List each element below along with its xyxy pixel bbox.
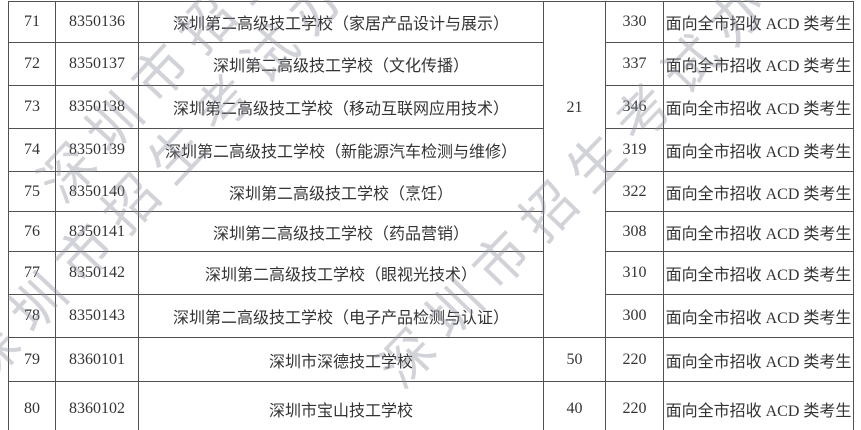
school-name-cell: 深圳市深德技工学校 [138,337,544,382]
school-name-cell: 深圳第二高级技工学校（移动互联网应用技术） [138,85,544,129]
row-number-cell: 73 [8,85,56,129]
row-number-cell: 75 [8,171,56,212]
score-cell: 337 [605,42,664,86]
row-number-cell: 78 [8,294,56,338]
score-cell: 330 [605,1,664,43]
score-cell: 346 [605,85,664,129]
remark-cell: 面向全市招收 ACD 类考生 [663,42,854,86]
score-cell: 322 [605,171,664,212]
admission-scores-table: 71 8350136 深圳第二高级技工学校（家居产品设计与展示） 21 330 … [8,1,854,430]
row-number-cell: 80 [8,381,56,430]
remark-cell: 面向全市招收 ACD 类考生 [663,337,854,382]
table-row: 80 8360102 深圳市宝山技工学校 40 220 面向全市招收 ACD 类… [8,381,854,430]
remark-cell: 面向全市招收 ACD 类考生 [663,1,854,43]
school-name-cell: 深圳第二高级技工学校（文化传播） [138,42,544,86]
table-row: 79 8360101 深圳市深德技工学校 50 220 面向全市招收 ACD 类… [8,337,854,382]
remark-cell: 面向全市招收 ACD 类考生 [663,171,854,212]
table-row: 73 8350138 深圳第二高级技工学校（移动互联网应用技术） 346 面向全… [8,85,854,129]
school-name-cell: 深圳第二高级技工学校（眼视光技术） [138,251,544,295]
school-code-cell: 8350141 [55,211,139,252]
row-number-cell: 77 [8,251,56,295]
score-cell: 308 [605,211,664,252]
row-number-cell: 79 [8,337,56,382]
table-row: 76 8350141 深圳第二高级技工学校（药品营销） 308 面向全市招收 A… [8,211,854,252]
school-code-cell: 8350139 [55,128,139,172]
row-number-cell: 76 [8,211,56,252]
table-row: 72 8350137 深圳第二高级技工学校（文化传播） 337 面向全市招收 A… [8,42,854,86]
school-code-cell: 8350142 [55,251,139,295]
school-name-cell: 深圳第二高级技工学校（药品营销） [138,211,544,252]
remark-cell: 面向全市招收 ACD 类考生 [663,251,854,295]
school-name-cell: 深圳第二高级技工学校（家居产品设计与展示） [138,1,544,43]
school-code-cell: 8350138 [55,85,139,129]
remark-cell: 面向全市招收 ACD 类考生 [663,294,854,338]
table-row: 74 8350139 深圳第二高级技工学校（新能源汽车检测与维修） 319 面向… [8,128,854,172]
row-number-cell: 71 [8,1,56,43]
remark-cell: 面向全市招收 ACD 类考生 [663,128,854,172]
score-cell: 310 [605,251,664,295]
row-number-cell: 72 [8,42,56,86]
table-row: 71 8350136 深圳第二高级技工学校（家居产品设计与展示） 21 330 … [8,1,854,338]
score-cell: 220 [605,381,664,430]
school-name-cell: 深圳第二高级技工学校（电子产品检测与认证） [138,294,544,338]
school-code-cell: 8350143 [55,294,139,338]
school-name-cell: 深圳第二高级技工学校（新能源汽车检测与维修） [138,128,544,172]
remark-cell: 面向全市招收 ACD 类考生 [663,381,854,430]
school-code-cell: 8360101 [55,337,139,382]
school-name-cell: 深圳市宝山技工学校 [138,381,544,430]
plan-count-value: 21 [566,99,583,116]
school-name-cell: 深圳第二高级技工学校（烹饪） [138,171,544,212]
school-code-cell: 8350137 [55,42,139,86]
school-code-cell: 8350140 [55,171,139,212]
score-cell: 300 [605,294,664,338]
plan-count-merged-cell: 21 [543,1,606,338]
table-row: 78 8350143 深圳第二高级技工学校（电子产品检测与认证） 300 面向全… [8,294,854,338]
table-row: 77 8350142 深圳第二高级技工学校（眼视光技术） 310 面向全市招收 … [8,251,854,295]
score-cell: 319 [605,128,664,172]
plan-count-cell: 40 [543,381,606,430]
row-number-cell: 74 [8,128,56,172]
remark-cell: 面向全市招收 ACD 类考生 [663,211,854,252]
table-row: 75 8350140 深圳第二高级技工学校（烹饪） 322 面向全市招收 ACD… [8,171,854,212]
remark-cell: 面向全市招收 ACD 类考生 [663,85,854,129]
plan-count-cell: 50 [543,337,606,382]
score-cell: 220 [605,337,664,382]
school-code-cell: 8360102 [55,381,139,430]
school-code-cell: 8350136 [55,1,139,43]
